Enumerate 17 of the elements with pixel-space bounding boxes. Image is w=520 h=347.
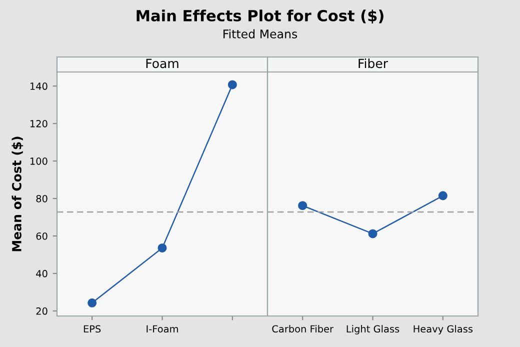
- y-tick-label: 120: [30, 120, 48, 128]
- y-tick-label: 60: [36, 232, 48, 240]
- x-tick-label: Light Glass: [346, 325, 400, 334]
- y-tick-label: 40: [36, 270, 48, 278]
- x-tick-label: EPS: [84, 325, 101, 333]
- text: Main Effects Plot for Cost ($): [136, 10, 384, 24]
- y-tick-label: 20: [36, 307, 48, 315]
- y-tick-label: 140: [30, 82, 48, 90]
- text: Fitted Means: [224, 29, 298, 38]
- x-tick-label: Heavy Glass: [414, 325, 473, 334]
- y-tick-label: 80: [36, 194, 48, 202]
- y-tick-label: 100: [30, 157, 48, 165]
- x-tick-label: I-Foam: [146, 325, 178, 333]
- chart-title: Fiber: [358, 58, 388, 68]
- x-tick-label: Carbon Fiber: [272, 325, 334, 333]
- chart-title: Foam: [146, 58, 178, 68]
- y-axis-title: Mean of Cost ($): [12, 136, 24, 252]
